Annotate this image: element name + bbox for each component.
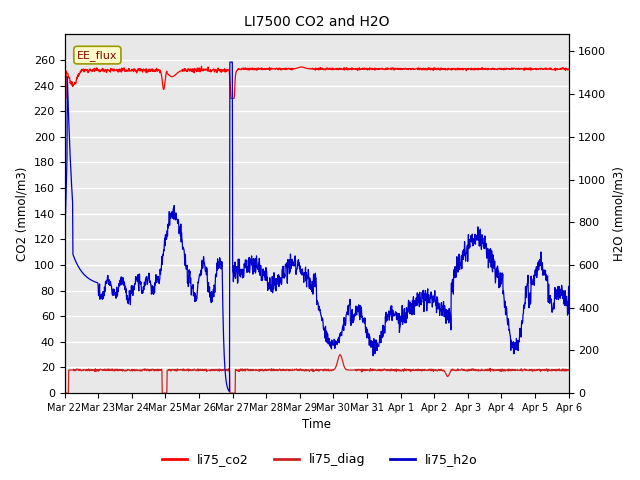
X-axis label: Time: Time bbox=[302, 419, 331, 432]
Y-axis label: H2O (mmol/m3): H2O (mmol/m3) bbox=[612, 166, 625, 261]
Text: EE_flux: EE_flux bbox=[77, 49, 118, 60]
Y-axis label: CO2 (mmol/m3): CO2 (mmol/m3) bbox=[15, 167, 28, 261]
Title: LI7500 CO2 and H2O: LI7500 CO2 and H2O bbox=[244, 15, 389, 29]
Legend: li75_co2, li75_diag, li75_h2o: li75_co2, li75_diag, li75_h2o bbox=[157, 448, 483, 471]
